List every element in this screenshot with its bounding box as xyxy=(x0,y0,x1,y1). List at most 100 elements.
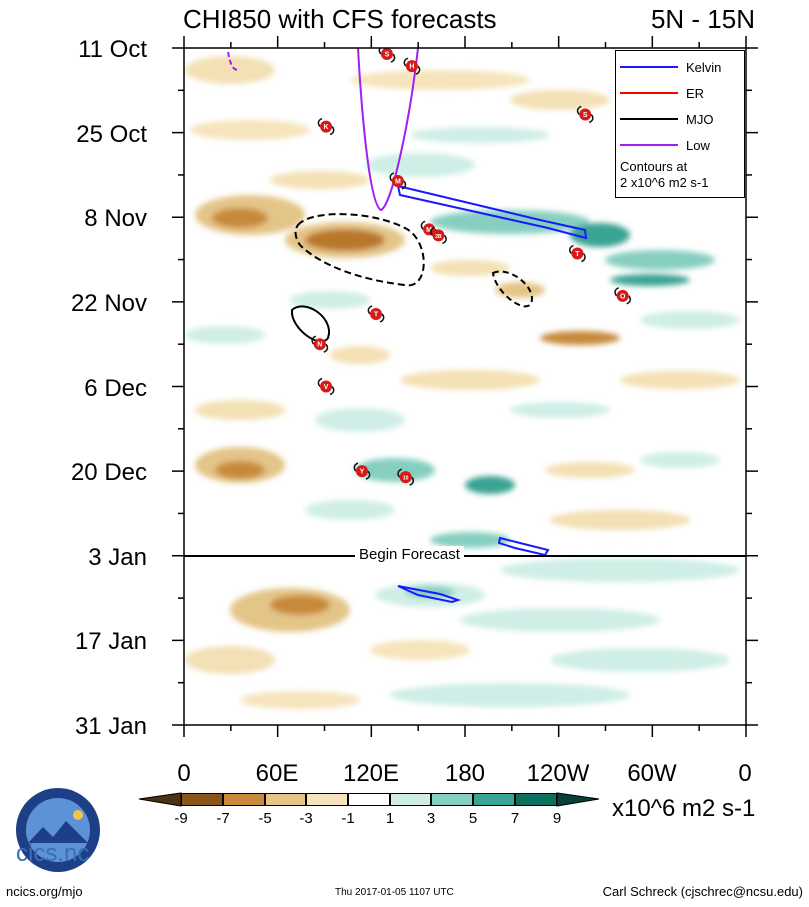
low-contour-neg xyxy=(227,51,239,71)
y-tick-label: 3 Jan xyxy=(88,544,147,571)
storm-dot xyxy=(313,338,326,351)
storm-letter: 10 xyxy=(403,476,409,482)
legend-item-er: ER xyxy=(620,85,704,101)
colorbar-label: -1 xyxy=(341,810,355,827)
storm-letter: S xyxy=(385,52,390,59)
chart-title: CHI850 with CFS forecasts xyxy=(183,4,497,34)
logo-mountains xyxy=(28,821,88,843)
storm-marker: M xyxy=(389,172,407,190)
storm-dot xyxy=(320,120,333,133)
colorbar-label: 5 xyxy=(468,810,478,827)
legend: Kelvin ER MJO Low Contours at 2 x10^6 m2… xyxy=(615,50,745,198)
mjo-contour-neg xyxy=(294,213,425,287)
storm-dot xyxy=(423,223,436,236)
logo-text: cics.nc xyxy=(16,840,90,867)
storm-marker: O xyxy=(614,287,632,305)
storm-letter: S xyxy=(583,112,588,119)
colorbar-end-low xyxy=(138,792,182,807)
colorbar-label: 9 xyxy=(552,810,562,827)
storm-marker: N xyxy=(311,335,329,353)
low-contour xyxy=(357,48,419,212)
y-tick-label: 11 Oct xyxy=(78,36,147,63)
storm-marker: T xyxy=(569,244,586,263)
colorbar-cell xyxy=(473,793,515,806)
colorbar-cell xyxy=(515,793,557,806)
legend-label: MJO xyxy=(686,111,714,127)
x-tick-label: 120W xyxy=(526,760,590,787)
colorbar-label: -9 xyxy=(174,810,188,827)
x-tick-label: 120E xyxy=(342,760,400,787)
storm-swirl xyxy=(389,172,407,190)
region-label: 5N - 15N xyxy=(650,4,755,34)
storm-letter: N xyxy=(317,342,322,349)
storm-dot xyxy=(432,229,445,242)
storm-swirl xyxy=(569,244,586,263)
storm-dot xyxy=(399,471,412,484)
colorbar-cell xyxy=(306,793,348,806)
x-tick-label: 180 xyxy=(444,760,486,787)
y-tick-label: 25 Oct xyxy=(76,121,147,148)
y-tick-label: 17 Jan xyxy=(74,628,147,655)
storm-dot xyxy=(579,108,592,121)
storm-marker: V xyxy=(317,377,335,396)
colorbar-cell xyxy=(390,793,431,806)
colorbar-units: x10^6 m2 s-1 xyxy=(612,795,756,822)
storm-dot xyxy=(571,247,584,260)
colorbar-cell xyxy=(265,793,306,806)
storm-marker: K xyxy=(317,117,335,136)
colorbar-label: 7 xyxy=(510,810,520,827)
storm-letter: Y xyxy=(360,469,365,476)
storm-marker: 10 xyxy=(397,468,415,486)
legend-item-mjo: MJO xyxy=(620,111,713,127)
storm-swirl xyxy=(576,105,594,124)
y-tick-label: 22 Nov xyxy=(70,290,147,317)
cics-logo xyxy=(16,788,100,872)
colorbar-label: 1 xyxy=(385,810,395,827)
colorbar-cell xyxy=(431,793,473,806)
colorbar-cell xyxy=(223,793,265,806)
legend-item-kelvin: Kelvin xyxy=(620,59,721,75)
colorbar-cell xyxy=(181,793,223,806)
storm-marker: S xyxy=(576,105,594,124)
legend-label: Kelvin xyxy=(686,59,722,75)
legend-item-low: Low xyxy=(620,137,710,153)
y-tick-label: 31 Jan xyxy=(74,713,147,740)
storm-swirl xyxy=(317,117,335,136)
legend-swatch xyxy=(620,144,678,146)
legend-note-line1: Contours at xyxy=(620,159,688,174)
storm-swirl xyxy=(367,305,385,323)
legend-label: Low xyxy=(686,137,710,153)
y-tick-label: 6 Dec xyxy=(84,375,147,402)
axis-ticks xyxy=(172,36,758,737)
x-tick-label: 60E xyxy=(255,760,299,787)
kelvin-contour xyxy=(396,184,588,240)
storm-dot xyxy=(370,307,383,320)
storm-dot xyxy=(380,48,393,61)
footer-timestamp: Thu 2017-01-05 1107 UTC xyxy=(335,887,454,898)
x-tick-label: 0 xyxy=(177,760,191,787)
storm-swirl xyxy=(430,226,447,245)
storm-swirl xyxy=(378,48,396,63)
storm-marker: Y xyxy=(353,462,371,480)
storm-letter: M xyxy=(395,178,401,185)
storm-swirl xyxy=(614,287,632,305)
storm-letter: T xyxy=(575,251,580,258)
storm-dot xyxy=(616,289,629,302)
colorbar-end-high xyxy=(556,792,600,807)
colorbar-label: 3 xyxy=(426,810,436,827)
colorbar-label: -3 xyxy=(299,810,313,827)
storm-letter: M xyxy=(426,227,432,234)
footer-url[interactable]: ncics.org/mjo xyxy=(6,884,83,899)
storm-letter: T xyxy=(374,311,379,318)
storm-marker: 2B xyxy=(430,226,447,245)
colorbar-label: -5 xyxy=(258,810,272,827)
x-tick-label: 60W xyxy=(627,760,677,787)
colorbar-cell xyxy=(348,793,390,806)
mjo-contour-pos xyxy=(290,305,331,343)
colorbar-label: -7 xyxy=(216,810,230,827)
storm-letter: H xyxy=(409,64,414,71)
storm-letter: V xyxy=(324,384,329,391)
storm-letter: O xyxy=(620,293,626,300)
